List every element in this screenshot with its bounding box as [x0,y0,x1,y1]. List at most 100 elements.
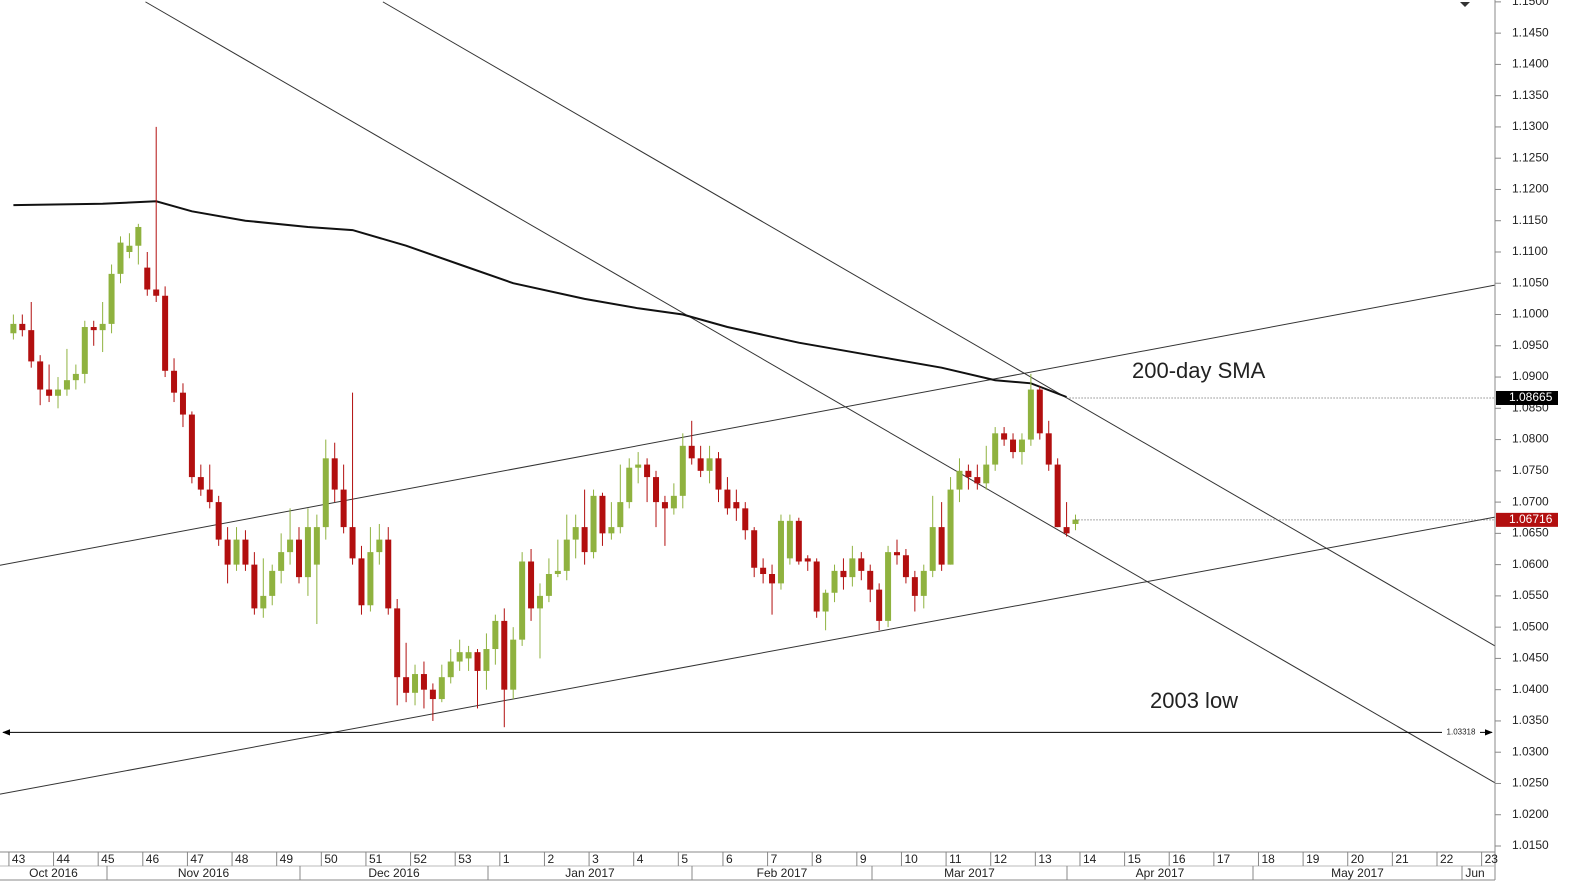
y-tick-label: 1.0150 [1512,838,1549,852]
candle-body [394,608,401,678]
candle-body [171,370,178,393]
candle-body [242,539,249,565]
candle-body [1010,439,1017,453]
y-tick-label: 1.0950 [1512,338,1549,352]
week-label: 18 [1261,852,1275,866]
candle-body [483,649,490,671]
candle-body [304,527,311,578]
y-tick-label: 1.0500 [1512,619,1549,633]
candle-body [63,380,70,390]
candle-body [688,445,695,459]
candle-body [724,489,731,509]
candle-body [1036,389,1043,434]
y-tick-label: 1.0250 [1512,776,1549,790]
candle-body [251,564,258,609]
candle-body [135,226,142,246]
candle-body [367,552,374,606]
week-label: 12 [994,852,1008,866]
candle-body [813,561,820,612]
month-label: Apr 2017 [1136,866,1185,880]
y-tick-label: 1.0300 [1512,744,1549,758]
candle-body [1045,433,1052,465]
candle-body [956,470,963,490]
candle-body [599,495,606,534]
candle-body [403,677,410,693]
candle-body [617,502,624,528]
candle-body [849,558,856,578]
trend-line [145,1,1495,784]
candle-body [911,577,918,596]
y-tick-label: 1.0700 [1512,494,1549,508]
candle-body [983,464,990,484]
week-label: 48 [235,852,249,866]
candle-body [769,574,776,584]
candle-body [108,273,115,324]
candle-body [144,267,151,290]
week-label: 9 [860,852,867,866]
y-tick-label: 1.0400 [1512,682,1549,696]
y-tick-label: 1.1050 [1512,275,1549,289]
week-label: 5 [681,852,688,866]
candle-body [867,570,874,590]
candle-body [233,539,240,565]
candle-body [420,674,427,690]
last-price-label: 1.06716 [1509,512,1553,526]
candle-body [197,477,204,490]
candle-body [1018,439,1025,453]
support-label-bg [1442,727,1480,738]
candle-body [590,495,597,553]
candle-body [751,530,758,568]
week-label: 20 [1351,852,1365,866]
candle-body [608,527,615,534]
candle-body [831,570,838,593]
candle-body [99,323,106,331]
week-label: 22 [1440,852,1454,866]
candle-body [536,595,543,609]
week-label: 3 [592,852,599,866]
month-label: Jan 2017 [565,866,615,880]
candle-body [10,323,17,334]
y-tick-label: 1.1350 [1512,88,1549,102]
candle-body [385,539,392,609]
scroll-marker [1460,2,1470,7]
week-label: 2 [547,852,554,866]
candle-body [72,373,79,381]
candle-body [153,289,160,296]
candle-body [1072,519,1079,524]
week-label: 10 [904,852,918,866]
candle-body [429,689,436,700]
candle-body [742,508,749,531]
candle-body [563,539,570,571]
week-label: 1 [503,852,510,866]
candle-body [653,477,660,503]
candle-body [188,414,195,478]
candle-body [626,467,633,503]
candle-body [492,620,499,650]
week-label: 17 [1217,852,1231,866]
y-tick-label: 1.0800 [1512,432,1549,446]
candle-body [581,527,588,553]
candle-body [528,561,535,609]
y-tick-label: 1.1000 [1512,307,1549,321]
y-tick-label: 1.0650 [1512,526,1549,540]
week-label: 23 [1485,852,1499,866]
y-tick-label: 1.0450 [1512,651,1549,665]
annotation: 200-day SMA [1132,358,1266,383]
candle-body [215,502,222,540]
y-tick-label: 1.1100 [1512,244,1548,258]
candle-body [117,242,124,274]
week-label: 53 [458,852,472,866]
candle-body [670,495,677,509]
candle-body [162,295,169,371]
sma-line [13,200,1067,398]
y-tick-label: 1.1300 [1512,119,1549,133]
candle-body [992,433,999,465]
week-label: 15 [1128,852,1142,866]
week-label: 50 [324,852,338,866]
candle-body [313,527,320,565]
annotation: 2003 low [1150,688,1238,713]
y-tick-label: 1.1500 [1512,0,1549,8]
candle-body [965,470,972,478]
